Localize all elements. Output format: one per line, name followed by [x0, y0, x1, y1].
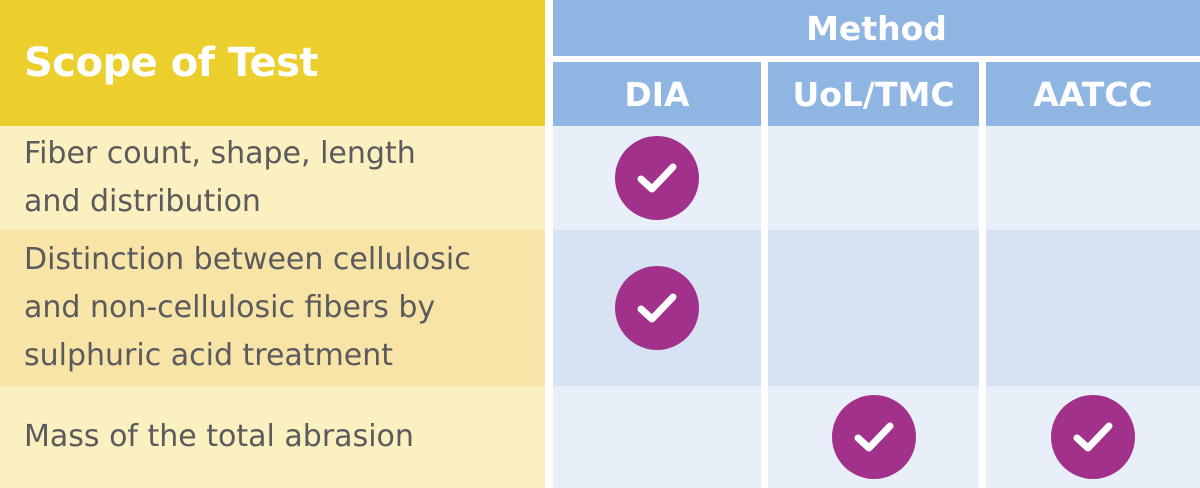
column-header-aatcc: AATCC — [986, 62, 1200, 126]
method-header: Method — [553, 0, 1200, 56]
scope-line: and distribution — [24, 184, 261, 219]
scope-line: Mass of the total abrasion — [24, 419, 414, 454]
scope-text: Mass of the total abrasion — [24, 413, 414, 461]
table-cell — [768, 386, 979, 488]
table-cell — [986, 230, 1200, 386]
column-header-label: DIA — [624, 74, 690, 114]
table-cell — [553, 386, 761, 488]
scope-line: Distinction between cellulosic — [24, 242, 471, 277]
table-cell — [553, 230, 761, 386]
scope-header-label: Scope of Test — [24, 40, 319, 86]
column-header-uol-tmc: UoL/TMC — [768, 62, 979, 126]
method-header-label: Method — [806, 8, 947, 48]
scope-line: Fiber count, shape, length — [24, 136, 416, 171]
table-cell — [768, 230, 979, 386]
column-header-label: UoL/TMC — [792, 74, 955, 114]
table-cell — [986, 126, 1200, 230]
check-circle-icon — [1051, 395, 1135, 479]
table-cell — [768, 126, 979, 230]
scope-line: sulphuric acid treatment — [24, 338, 394, 373]
scope-header: Scope of Test — [0, 0, 545, 126]
column-header-label: AATCC — [1033, 74, 1153, 114]
table-row-scope: Fiber count, shape, length and distribut… — [0, 126, 545, 230]
column-header-dia: DIA — [553, 62, 761, 126]
table-row-scope: Mass of the total abrasion — [0, 386, 545, 488]
scope-text: Distinction between cellulosic and non-c… — [24, 236, 471, 380]
check-circle-icon — [831, 395, 916, 479]
scope-line: and non-cellulosic fibers by — [24, 290, 436, 325]
table-row-scope: Distinction between cellulosic and non-c… — [0, 230, 545, 386]
scope-text: Fiber count, shape, length and distribut… — [24, 130, 416, 226]
check-circle-icon — [615, 266, 699, 350]
check-circle-icon — [615, 136, 699, 220]
table-cell — [553, 126, 761, 230]
table-cell — [986, 386, 1200, 488]
